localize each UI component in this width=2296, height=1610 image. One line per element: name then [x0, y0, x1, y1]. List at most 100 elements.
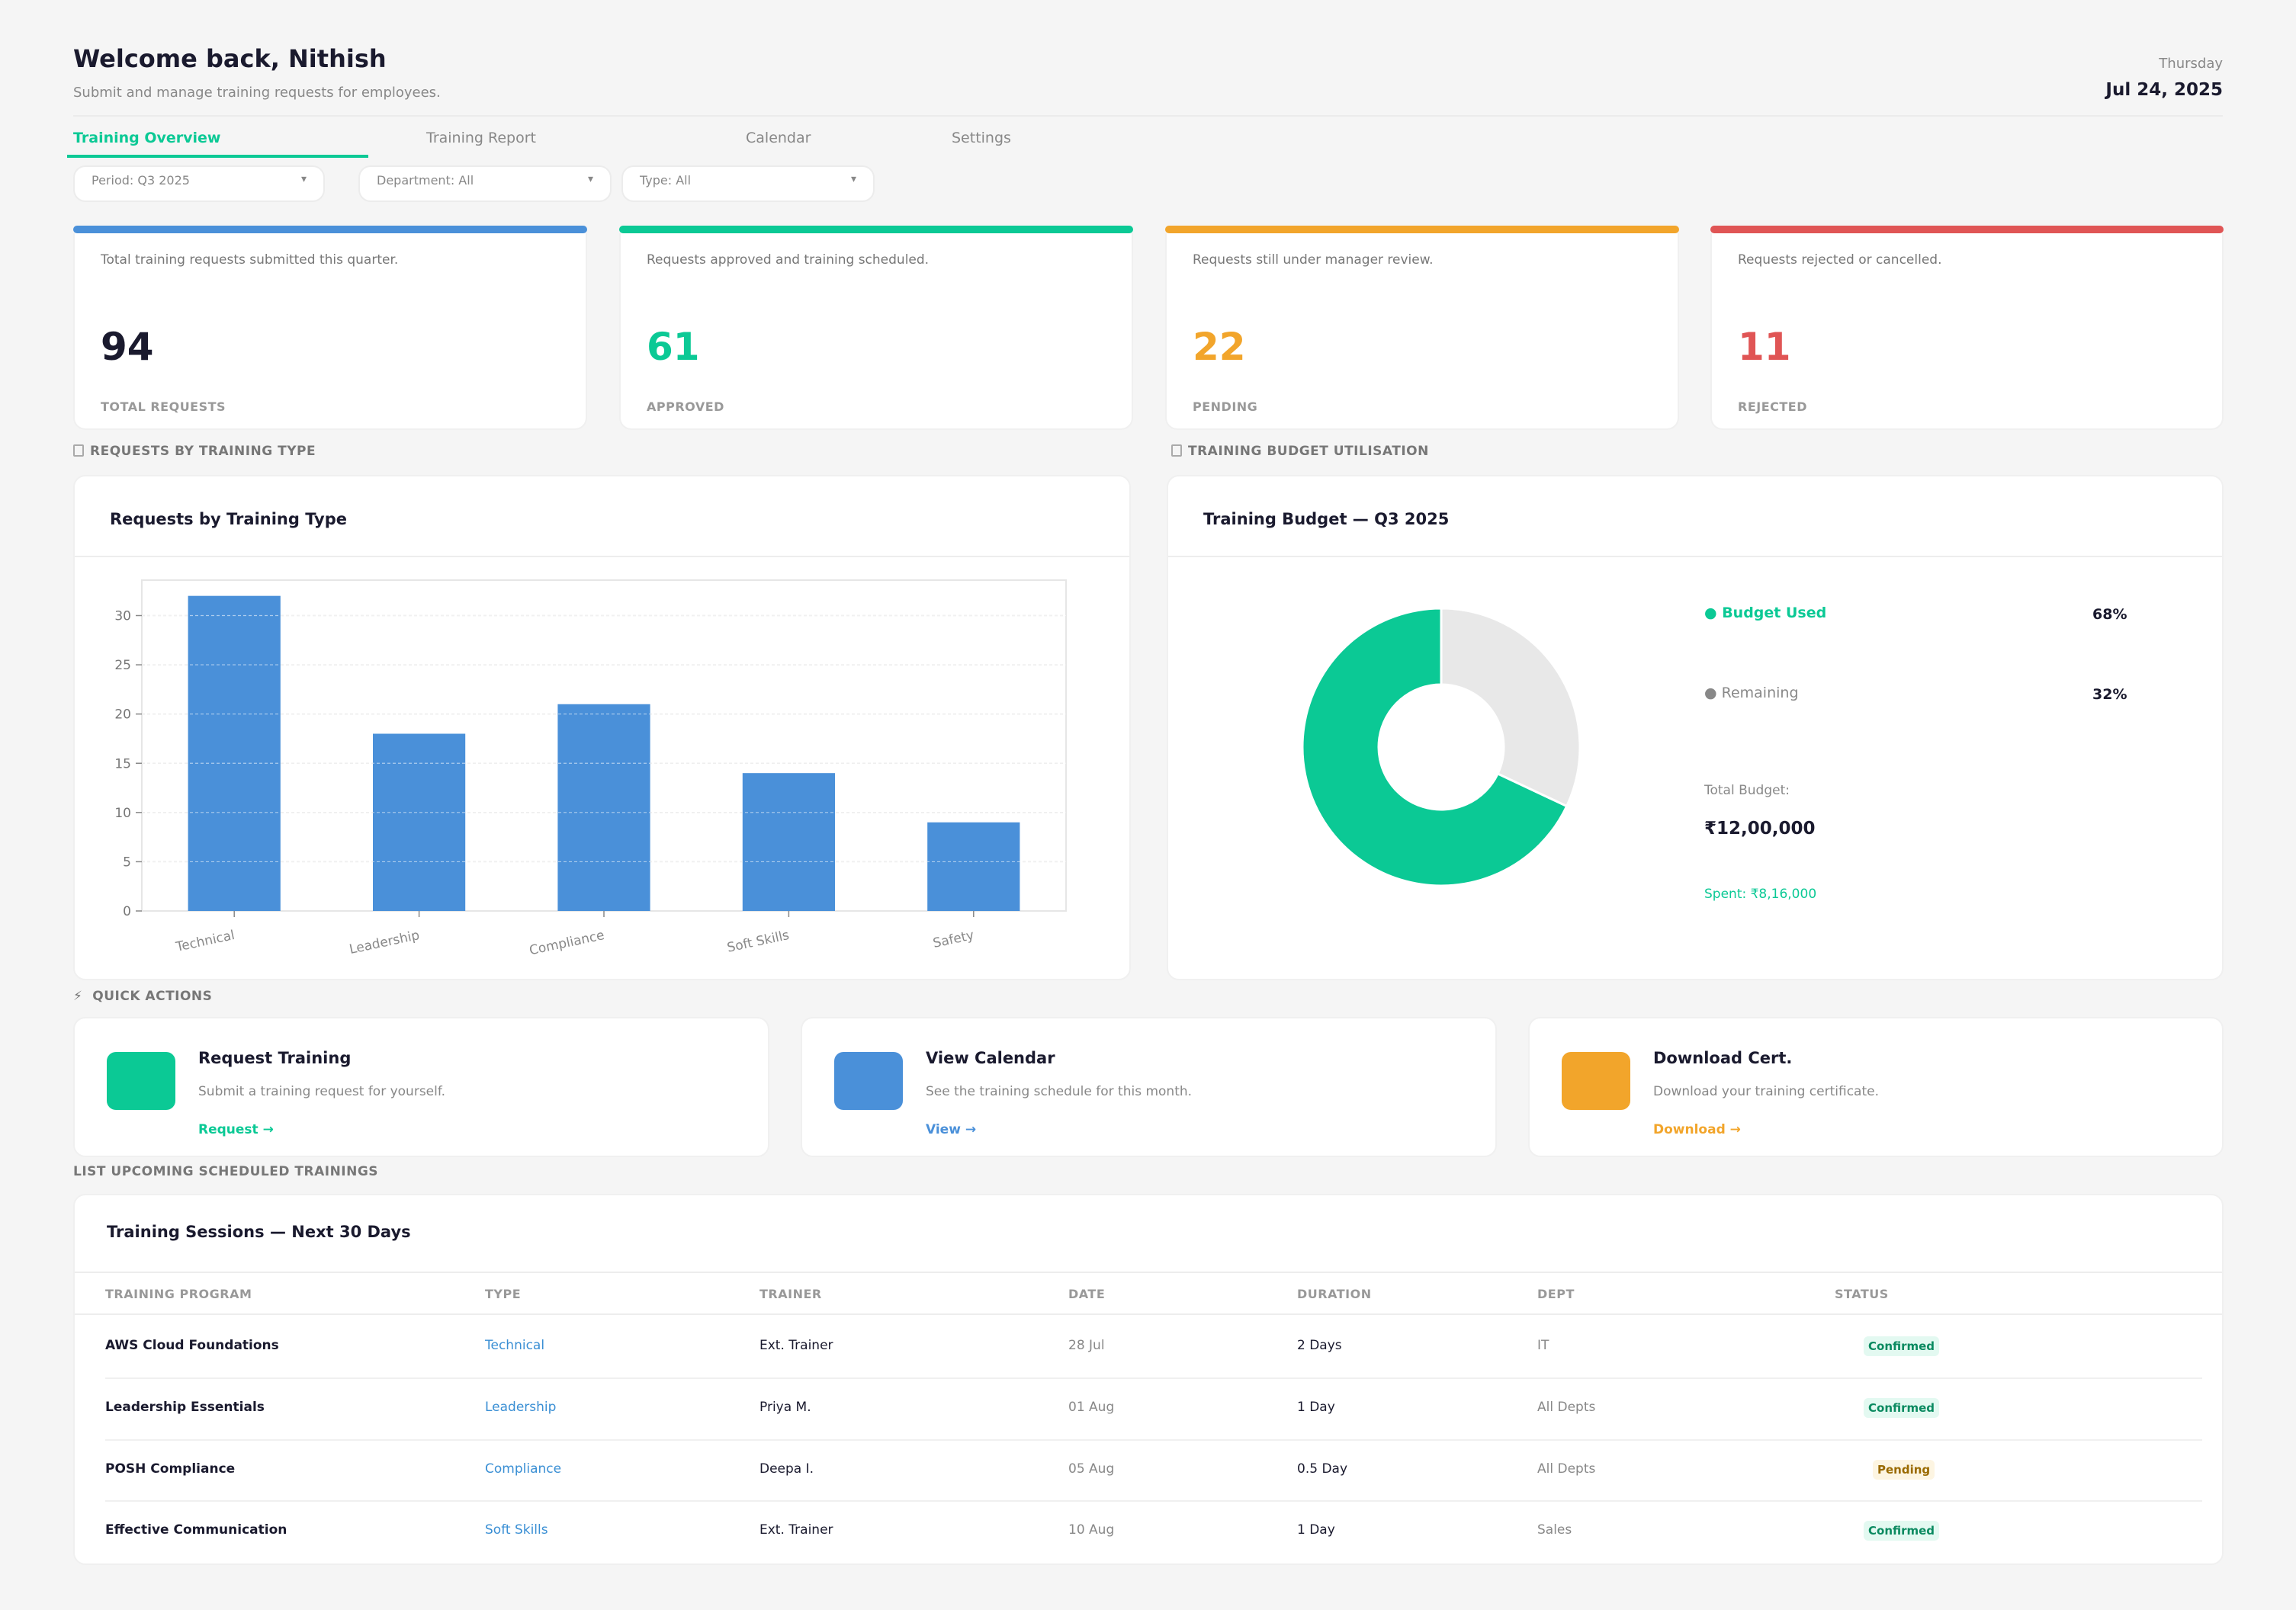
table-cell-dept: All Depts [1537, 1400, 1596, 1415]
page-subtitle: Submit and manage training requests for … [73, 85, 441, 101]
table-cell-duration: 2 Days [1297, 1338, 1342, 1353]
period-filter[interactable]: Period: Q3 2025 ▾ [73, 165, 325, 202]
section-label-upcoming: LIST UPCOMING SCHEDULED TRAININGS [73, 1164, 379, 1179]
kpi-pending-accent-bar [1165, 226, 1679, 233]
total-budget-label: Total Budget: [1704, 783, 1790, 798]
column-header-date[interactable]: DATE [1068, 1287, 1106, 1301]
quick-action-description: Submit a training request for yourself. [198, 1084, 446, 1099]
requests-by-type-chart: 0 5 10 15 20 25 30 Technical Leadership Complianc… [114, 579, 1067, 958]
current-day: Thursday [2159, 56, 2223, 72]
department-filter-label: Department: All [377, 173, 474, 188]
kpi-card-total-requests: Total training requests submitted this q… [73, 233, 587, 430]
kpi-label: APPROVED [647, 399, 724, 414]
column-header-status[interactable]: STATUS [1835, 1287, 1889, 1301]
table-cell-dept: IT [1537, 1338, 1549, 1353]
table-cell-program: POSH Compliance [105, 1461, 236, 1477]
kpi-description: Requests still under manager review. [1193, 252, 1434, 268]
active-tab-indicator [67, 155, 368, 158]
quick-action-view-calendar[interactable]: View Calendar See the training schedule … [801, 1017, 1497, 1157]
table-cell-date: 01 Aug [1068, 1400, 1115, 1415]
section-label-quick-actions: ⚡ QUICK ACTIONS [73, 989, 212, 1004]
table-cell-type: Compliance [485, 1461, 562, 1477]
type-filter[interactable]: Type: All ▾ [621, 165, 875, 202]
y-tick-label: 0 [123, 904, 131, 919]
panel-divider [1168, 556, 2222, 557]
donut-slice-remaining [1440, 607, 1582, 808]
tab-training-overview[interactable]: Training Overview [73, 130, 221, 146]
view-link[interactable]: View → [926, 1122, 977, 1137]
kpi-card-approved: Requests approved and training scheduled… [619, 233, 1133, 430]
tab-settings[interactable]: Settings [952, 130, 1011, 146]
table-cell-date: 28 Jul [1068, 1338, 1105, 1353]
status-badge: Confirmed [1864, 1398, 1940, 1418]
department-filter[interactable]: Department: All ▾ [358, 165, 612, 202]
x-tick-label: Soft Skills [726, 928, 791, 956]
tab-calendar[interactable]: Calendar [746, 130, 811, 146]
kpi-label: PENDING [1193, 399, 1258, 414]
row-divider [105, 1377, 2202, 1379]
section-label-text: REQUESTS BY TRAINING TYPE [90, 444, 316, 459]
table-cell-trainer: Ext. Trainer [759, 1338, 833, 1353]
x-tick-label: Compliance [528, 928, 605, 958]
budget-donut-chart [1301, 607, 1582, 887]
current-date: Jul 24, 2025 [2105, 80, 2223, 100]
y-tick-label: 15 [114, 756, 131, 771]
column-header-program[interactable]: TRAINING PROGRAM [105, 1287, 252, 1301]
legend-remaining: ● Remaining [1704, 685, 1799, 701]
table-cell-trainer: Deepa I. [759, 1461, 814, 1477]
kpi-value: 94 [101, 325, 154, 369]
panel-title: Training Budget — Q3 2025 [1203, 510, 1450, 528]
column-header-duration[interactable]: DURATION [1297, 1287, 1372, 1301]
panel-divider [75, 556, 1129, 557]
chevron-down-icon: ▾ [850, 173, 856, 185]
kpi-value: 11 [1738, 325, 1791, 369]
quick-action-description: See the training schedule for this month… [926, 1084, 1193, 1099]
kpi-label: TOTAL REQUESTS [101, 399, 226, 414]
quick-action-title: Download Cert. [1653, 1049, 1793, 1067]
table-cell-dept: All Depts [1537, 1461, 1596, 1477]
table-cell-duration: 1 Day [1297, 1522, 1335, 1538]
type-filter-label: Type: All [640, 173, 692, 188]
table-cell-date: 05 Aug [1068, 1461, 1115, 1477]
kpi-description: Requests rejected or cancelled. [1738, 252, 1942, 268]
total-budget-value: ₹12,00,000 [1704, 819, 1816, 839]
bar [557, 704, 650, 911]
column-header-dept[interactable]: DEPT [1537, 1287, 1575, 1301]
table-cell-duration: 1 Day [1297, 1400, 1335, 1415]
period-filter-label: Period: Q3 2025 [92, 173, 190, 188]
table-cell-date: 10 Aug [1068, 1522, 1115, 1538]
x-tick-label: Safety [932, 928, 975, 951]
table-cell-type: Soft Skills [485, 1522, 548, 1538]
x-tick-label: Leadership [348, 928, 421, 957]
y-tick-label: 20 [114, 707, 131, 723]
section-label-requests-by-type: REQUESTS BY TRAINING TYPE [73, 444, 316, 459]
table-cell-type: Leadership [485, 1400, 557, 1415]
panel-divider [75, 1272, 2222, 1273]
legend-remaining-value: 32% [2092, 686, 2127, 703]
training-sessions-panel: Training Sessions — Next 30 Days [73, 1194, 2224, 1565]
chevron-down-icon: ▾ [587, 173, 593, 185]
kpi-total-accent-bar [73, 226, 587, 233]
table-cell-program: Effective Communication [105, 1522, 287, 1538]
calendar-icon [834, 1052, 903, 1110]
download-link[interactable]: Download → [1653, 1122, 1741, 1137]
status-badge: Pending [1873, 1460, 1935, 1480]
y-tick-label: 5 [123, 855, 131, 870]
wallet-icon [1171, 444, 1182, 457]
header-divider [73, 115, 2223, 117]
tab-training-report[interactable]: Training Report [426, 130, 536, 146]
table-cell-program: AWS Cloud Foundations [105, 1338, 279, 1353]
bar [373, 733, 466, 911]
status-badge: Confirmed [1864, 1521, 1940, 1541]
quick-action-description: Download your training certificate. [1653, 1084, 1879, 1099]
chart-icon [73, 444, 84, 457]
quick-action-request-training[interactable]: Request Training Submit a training reque… [73, 1017, 769, 1157]
download-icon [1562, 1052, 1630, 1110]
quick-action-download-cert[interactable]: Download Cert. Download your training ce… [1528, 1017, 2224, 1157]
column-header-trainer[interactable]: TRAINER [759, 1287, 822, 1301]
table-cell-trainer: Ext. Trainer [759, 1522, 833, 1538]
column-header-type[interactable]: TYPE [485, 1287, 522, 1301]
request-training-icon [107, 1052, 175, 1110]
bar [188, 595, 281, 911]
request-link[interactable]: Request → [198, 1122, 274, 1137]
